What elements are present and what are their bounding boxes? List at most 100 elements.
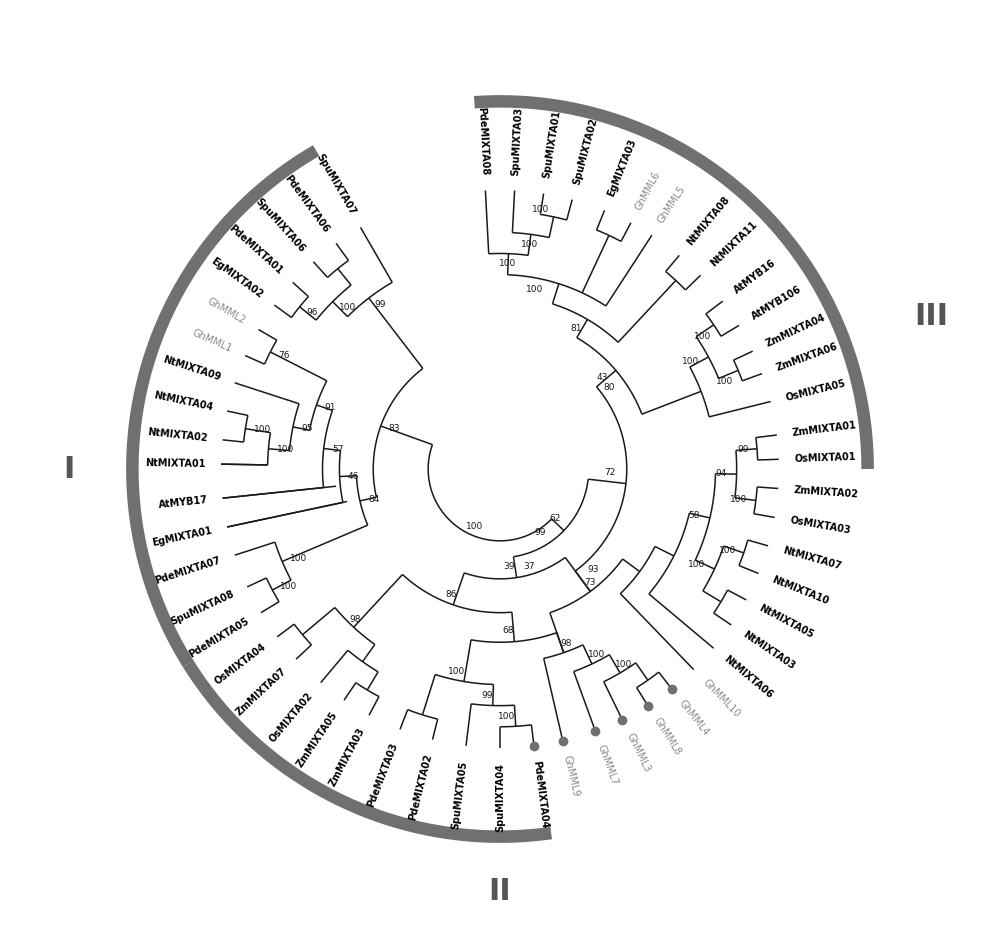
Text: 37: 37	[523, 562, 535, 570]
Text: 93: 93	[587, 566, 599, 574]
Text: 100: 100	[277, 445, 294, 454]
Text: PdeMIXTA04: PdeMIXTA04	[531, 761, 549, 829]
Text: 100: 100	[466, 522, 483, 532]
Text: ZmMIXTA01: ZmMIXTA01	[791, 420, 857, 438]
Text: PdeMIXTA05: PdeMIXTA05	[187, 616, 250, 660]
Text: ZmMIXTA05: ZmMIXTA05	[295, 710, 340, 769]
Text: SpuMIXTA08: SpuMIXTA08	[169, 589, 236, 627]
Text: 80: 80	[604, 383, 615, 392]
Text: 100: 100	[682, 357, 700, 367]
Text: NtMIXTA07: NtMIXTA07	[781, 545, 842, 571]
Text: 99: 99	[374, 300, 385, 310]
Text: 100: 100	[526, 285, 543, 295]
Text: SpuMIXTA05: SpuMIXTA05	[451, 761, 469, 830]
Text: GhMML9: GhMML9	[561, 754, 581, 798]
Text: 99: 99	[737, 445, 749, 454]
Text: 100: 100	[716, 377, 734, 386]
Text: 100: 100	[688, 560, 705, 569]
Text: 100: 100	[254, 426, 271, 434]
Text: NtMIXTA03: NtMIXTA03	[741, 629, 797, 672]
Text: III: III	[914, 302, 948, 331]
Text: 100: 100	[588, 650, 605, 659]
Text: 94: 94	[715, 469, 726, 478]
Text: OsMIXTA01: OsMIXTA01	[794, 451, 856, 463]
Text: OsMIXTA05: OsMIXTA05	[784, 378, 846, 402]
Text: I: I	[63, 455, 75, 483]
Text: 95: 95	[301, 424, 313, 433]
Text: PdeMIXTA06: PdeMIXTA06	[283, 173, 331, 234]
Text: 99: 99	[535, 528, 546, 537]
Text: 39: 39	[503, 562, 515, 571]
Text: 100: 100	[694, 332, 711, 341]
Text: AtMYB16: AtMYB16	[732, 258, 778, 296]
Text: 100: 100	[448, 667, 466, 676]
Text: 86: 86	[445, 590, 457, 599]
Text: SpuMIXTA06: SpuMIXTA06	[253, 196, 307, 254]
Text: GhMML3: GhMML3	[624, 731, 652, 774]
Text: SpuMIXTA07: SpuMIXTA07	[314, 152, 357, 217]
Text: AtMYB106: AtMYB106	[750, 284, 803, 322]
Text: 73: 73	[584, 578, 595, 587]
Text: GhMML10: GhMML10	[701, 677, 742, 719]
Text: GhMML5: GhMML5	[656, 184, 688, 225]
Text: OsMIXTA04: OsMIXTA04	[213, 642, 268, 687]
Text: EgMIXTA01: EgMIXTA01	[151, 525, 213, 548]
Text: NtMIXTA05: NtMIXTA05	[757, 602, 815, 640]
Text: GhMML8: GhMML8	[652, 716, 683, 757]
Text: 72: 72	[604, 468, 616, 477]
Text: SpuMIXTA04: SpuMIXTA04	[495, 764, 505, 832]
Text: 76: 76	[278, 352, 289, 360]
Text: 96: 96	[306, 308, 318, 317]
Text: 83: 83	[389, 424, 400, 433]
Text: 100: 100	[339, 303, 356, 312]
Text: 100: 100	[280, 582, 297, 591]
Text: NtMIXTA08: NtMIXTA08	[685, 194, 732, 247]
Text: NtMIXTA10: NtMIXTA10	[771, 575, 831, 607]
Text: AtMYB17: AtMYB17	[158, 494, 208, 510]
Text: GhMML7: GhMML7	[596, 744, 620, 787]
Text: 100: 100	[532, 205, 549, 215]
Text: SpuMIXTA03: SpuMIXTA03	[510, 106, 524, 175]
Text: SpuMIXTA02: SpuMIXTA02	[571, 117, 599, 187]
Text: ZmMIXTA03: ZmMIXTA03	[327, 726, 366, 788]
Text: 84: 84	[368, 494, 380, 504]
Text: 100: 100	[499, 259, 517, 268]
Text: ZmMIXTA07: ZmMIXTA07	[234, 666, 288, 718]
Text: 43: 43	[596, 373, 607, 382]
Text: 81: 81	[570, 325, 582, 333]
Text: PdeMIXTA01: PdeMIXTA01	[227, 222, 285, 276]
Text: 100: 100	[718, 546, 736, 554]
Text: PdeMIXTA03: PdeMIXTA03	[365, 742, 399, 809]
Text: 98: 98	[350, 614, 361, 624]
Text: 99: 99	[482, 691, 493, 700]
Text: NtMIXTA01: NtMIXTA01	[145, 458, 206, 469]
Text: SpuMIXTA01: SpuMIXTA01	[541, 110, 562, 179]
Text: 62: 62	[550, 514, 561, 522]
Text: EgMIXTA02: EgMIXTA02	[210, 256, 265, 300]
Text: 100: 100	[498, 712, 515, 720]
Text: 98: 98	[560, 639, 572, 647]
Text: GhMML6: GhMML6	[634, 170, 662, 212]
Text: ZmMIXTA02: ZmMIXTA02	[793, 485, 858, 499]
Text: PdeMIXTA02: PdeMIXTA02	[407, 753, 434, 822]
Text: NtMIXTA04: NtMIXTA04	[152, 390, 213, 413]
Text: ZmMIXTA04: ZmMIXTA04	[764, 312, 827, 349]
Text: NtMIXTA09: NtMIXTA09	[161, 355, 222, 383]
Text: 100: 100	[730, 495, 747, 504]
Text: OsMIXTA02: OsMIXTA02	[268, 691, 315, 745]
Text: 57: 57	[332, 445, 344, 454]
Text: 58: 58	[689, 511, 700, 521]
Text: 46: 46	[348, 472, 359, 480]
Text: GhMML4: GhMML4	[677, 698, 711, 737]
Text: PdeMIXTA07: PdeMIXTA07	[154, 555, 222, 585]
Text: II: II	[489, 877, 511, 906]
Text: GhMML2: GhMML2	[206, 296, 248, 326]
Text: 68: 68	[502, 627, 513, 635]
Text: ZmMIXTA06: ZmMIXTA06	[775, 341, 839, 373]
Text: 100: 100	[290, 553, 307, 563]
Text: EgMIXTA03: EgMIXTA03	[606, 138, 638, 198]
Text: GhMML1: GhMML1	[191, 327, 233, 354]
Text: NtMIXTA11: NtMIXTA11	[708, 219, 758, 268]
Text: NtMIXTA06: NtMIXTA06	[722, 654, 775, 701]
Text: 100: 100	[521, 240, 538, 249]
